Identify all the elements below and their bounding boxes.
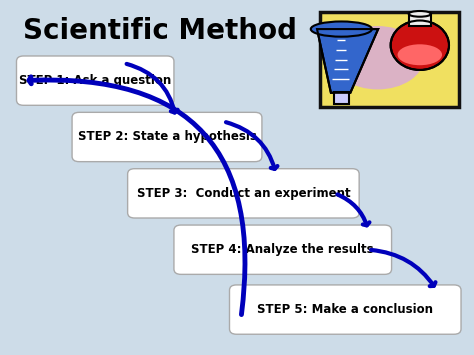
FancyBboxPatch shape (320, 12, 459, 107)
FancyBboxPatch shape (17, 56, 174, 105)
FancyBboxPatch shape (229, 285, 461, 334)
FancyBboxPatch shape (409, 14, 431, 26)
Text: STEP 1: Ask a question: STEP 1: Ask a question (19, 74, 171, 87)
Ellipse shape (391, 21, 449, 70)
FancyBboxPatch shape (334, 92, 349, 104)
Text: Scientific Method: Scientific Method (23, 17, 298, 45)
FancyBboxPatch shape (72, 112, 262, 162)
Polygon shape (317, 29, 378, 93)
Text: STEP 5: Make a conclusion: STEP 5: Make a conclusion (257, 303, 433, 316)
Ellipse shape (398, 44, 442, 65)
FancyBboxPatch shape (174, 225, 392, 274)
Text: STEP 4: Analyze the results: STEP 4: Analyze the results (191, 243, 374, 256)
Text: STEP 2: State a hypothesis: STEP 2: State a hypothesis (78, 131, 256, 143)
Text: STEP 3:  Conduct an experiment: STEP 3: Conduct an experiment (137, 187, 350, 200)
Ellipse shape (331, 26, 424, 89)
Ellipse shape (311, 21, 372, 37)
Ellipse shape (409, 11, 431, 17)
FancyBboxPatch shape (128, 169, 359, 218)
